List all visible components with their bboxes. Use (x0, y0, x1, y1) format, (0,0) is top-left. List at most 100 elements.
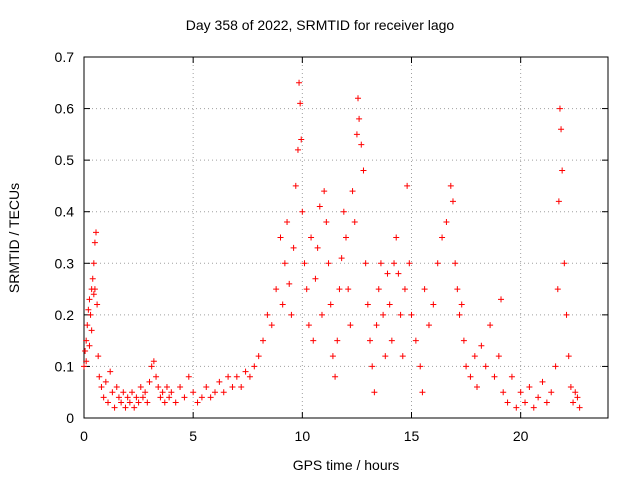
data-point (526, 384, 533, 391)
data-point (323, 219, 330, 226)
data-point (194, 399, 201, 406)
data-point (273, 286, 280, 293)
data-point (391, 260, 398, 267)
data-point (88, 327, 95, 334)
data-point (113, 384, 120, 391)
data-point (284, 219, 291, 226)
x-tick-label: 10 (295, 428, 311, 444)
data-point (491, 373, 498, 380)
data-point (181, 394, 188, 401)
data-point (159, 389, 166, 396)
data-point (150, 358, 157, 365)
data-point (198, 394, 205, 401)
data-point (463, 363, 470, 370)
data-point (133, 394, 140, 401)
x-tick-label: 20 (513, 428, 529, 444)
y-tick-label: 0.5 (55, 152, 75, 168)
data-point (91, 239, 98, 246)
y-tick-label: 0.2 (55, 307, 75, 323)
data-point (135, 399, 142, 406)
data-point (91, 286, 98, 293)
data-point (268, 322, 275, 329)
data-point (296, 79, 303, 86)
data-point (146, 378, 153, 385)
data-point (513, 404, 520, 411)
data-point (380, 311, 387, 318)
data-point (487, 322, 494, 329)
data-points (81, 79, 583, 411)
data-point (102, 378, 109, 385)
data-point (449, 198, 456, 205)
data-point (100, 394, 107, 401)
data-point (90, 291, 97, 298)
y-tick-label: 0 (66, 410, 74, 426)
data-point (126, 399, 133, 406)
data-point (148, 363, 155, 370)
data-point (393, 234, 400, 241)
data-point (86, 342, 93, 349)
data-point (251, 363, 258, 370)
data-point (139, 394, 146, 401)
y-tick-label: 0.3 (55, 255, 75, 271)
data-point (118, 399, 125, 406)
data-point (570, 399, 577, 406)
data-point (318, 311, 325, 318)
data-point (212, 389, 218, 396)
data-point (355, 95, 362, 102)
data-point (281, 260, 288, 267)
data-point (233, 373, 240, 380)
data-point (122, 404, 129, 411)
data-point (558, 126, 565, 133)
data-point (83, 337, 90, 344)
data-point (482, 363, 489, 370)
data-point (279, 301, 286, 308)
data-point (460, 337, 467, 344)
data-point (207, 394, 214, 401)
data-point (375, 286, 382, 293)
data-point (310, 337, 317, 344)
y-axis-label: SRMTID / TECUs (6, 182, 22, 294)
data-point (471, 353, 478, 360)
data-point (109, 389, 116, 396)
data-point (369, 363, 376, 370)
data-point (406, 260, 413, 267)
data-point (458, 301, 465, 308)
data-point (89, 275, 96, 282)
y-tick-label: 0.7 (55, 49, 75, 65)
data-point (314, 244, 321, 251)
data-point (305, 322, 312, 329)
data-point (301, 260, 308, 267)
data-point (94, 301, 101, 308)
data-point (90, 260, 97, 267)
data-point (504, 399, 511, 406)
data-point (298, 136, 305, 143)
data-point (561, 260, 568, 267)
data-point (535, 394, 542, 401)
data-point (81, 363, 87, 370)
data-point (321, 188, 328, 195)
data-point (166, 394, 173, 401)
data-point (399, 353, 406, 360)
data-point (84, 322, 91, 329)
data-point (216, 378, 223, 385)
data-point (347, 322, 354, 329)
data-point (395, 270, 402, 277)
data-point (105, 399, 112, 406)
data-point (565, 353, 572, 360)
data-point (345, 286, 352, 293)
data-point (264, 311, 271, 318)
data-point (386, 301, 393, 308)
data-point (419, 389, 426, 396)
data-point (161, 399, 168, 406)
data-point (203, 384, 210, 391)
data-point (238, 384, 245, 391)
data-point (384, 270, 391, 277)
data-point (356, 115, 363, 122)
data-point (303, 286, 310, 293)
data-point (478, 342, 485, 349)
data-point (421, 286, 428, 293)
data-point (517, 389, 524, 396)
data-point (107, 368, 114, 375)
data-point (500, 389, 507, 396)
data-point (563, 311, 570, 318)
